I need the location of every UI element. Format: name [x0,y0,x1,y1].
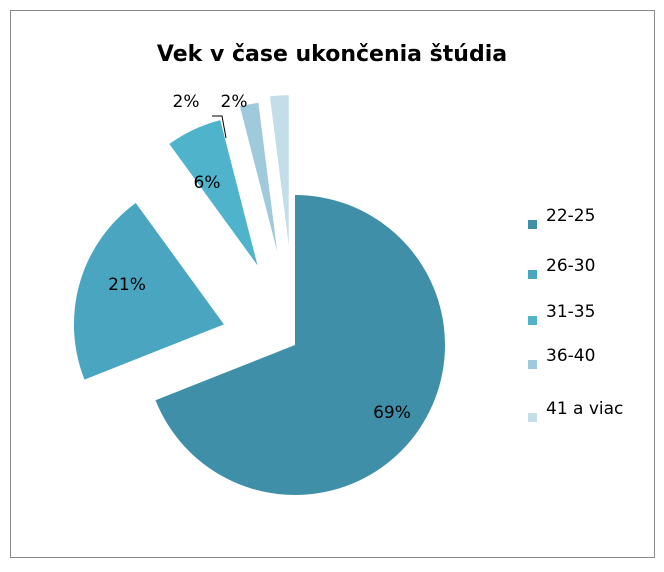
legend-label: 26-30 [546,256,595,276]
data-label: 2% [173,92,200,112]
pie-slice [73,203,224,380]
legend-label: 36-40 [546,346,595,366]
data-label: 21% [108,275,146,295]
legend-label: 41 a viac [546,399,623,419]
leader-line [212,115,227,139]
data-label: 2% [221,92,248,112]
data-label: 6% [194,173,221,193]
legend-swatch [528,270,537,279]
legend-swatch [528,316,537,325]
legend-swatch [528,360,537,369]
chart-title: Vek v čase ukončenia štúdia [157,42,507,67]
legend-label: 22-25 [546,206,595,226]
pie-slice [155,195,446,496]
legend-swatch [528,413,537,422]
legend-swatch [528,220,537,229]
pie-slice [169,120,258,266]
pie-slice [239,102,278,252]
legend-label: 31-35 [546,302,595,322]
data-label: 69% [373,403,411,423]
pie-slice [269,95,289,246]
